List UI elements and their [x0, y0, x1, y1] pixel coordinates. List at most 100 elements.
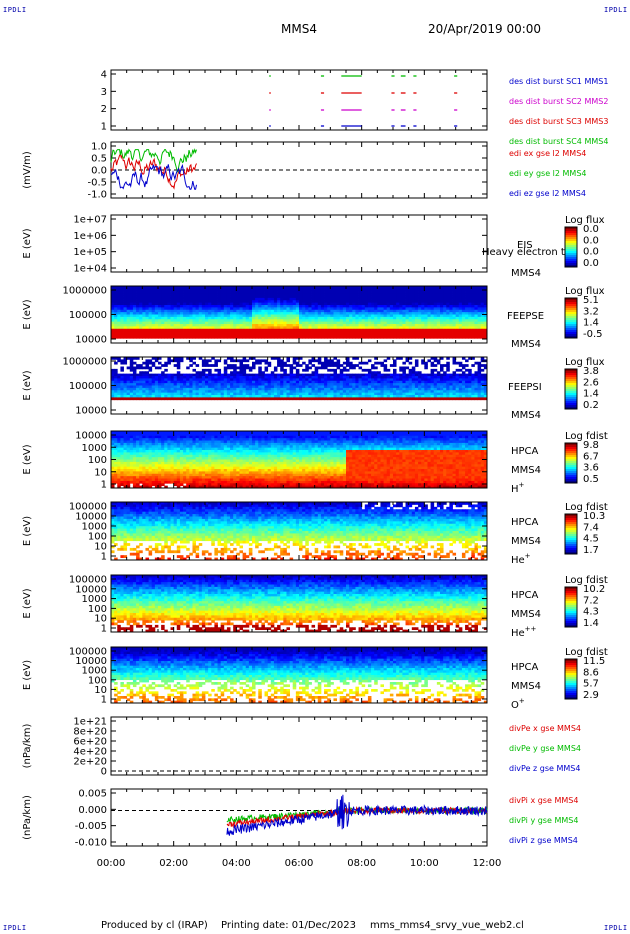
feeps-e-cell [221, 300, 225, 303]
feeps-e-cell [218, 334, 222, 337]
feeps-e-cell [142, 305, 146, 308]
feeps-i-cell [120, 381, 124, 384]
feeps-i-cell [456, 369, 460, 372]
feeps-e-cell [218, 293, 222, 296]
feeps-e-cell [443, 293, 447, 296]
eis-side-label: Heavy electron ts [482, 247, 570, 258]
feeps-e-cell [249, 307, 253, 310]
feeps-e-cell [462, 317, 466, 320]
feeps-i-cell [155, 397, 159, 400]
feeps-e-cell [164, 298, 168, 301]
feeps-e-cell [312, 291, 316, 294]
feeps-e-cell [205, 298, 209, 301]
feeps-i-cell [368, 397, 372, 400]
feeps-i-cell [343, 388, 347, 391]
feeps-i-cell [368, 388, 372, 391]
feeps-e-cell [283, 336, 287, 339]
feeps-i-cell [249, 390, 253, 393]
feeps-i-cell [431, 378, 435, 381]
hpca-h-cell [124, 469, 128, 472]
feeps-e-cell [474, 312, 478, 315]
feeps-e-cell [177, 331, 181, 334]
feeps-e-cell [434, 291, 438, 294]
feeps-i-cell [346, 386, 350, 389]
hpca-h-cell [124, 450, 128, 453]
feeps-e-cell [337, 298, 341, 301]
feeps-i-cell [368, 369, 372, 372]
feeps-i-cell [130, 359, 134, 362]
feeps-i-cell [142, 395, 146, 398]
feeps-e-cell [208, 326, 212, 329]
feeps-i-cell [465, 390, 469, 393]
feeps-e-cell [239, 336, 243, 339]
feeps-i-cell [164, 383, 168, 386]
hpca-h-cell [133, 433, 137, 436]
feeps-e-cell [453, 317, 457, 320]
feeps-i-cell [196, 393, 200, 396]
feeps-i-cell [459, 381, 463, 384]
feeps-e-cell [418, 319, 422, 322]
feeps-i-cell [296, 386, 300, 389]
feeps-e-cell [343, 322, 347, 325]
feeps-e-cell [258, 293, 262, 296]
feeps-e-cell [171, 331, 175, 334]
feeps-i-cell [471, 381, 475, 384]
feeps-e-cell [189, 336, 193, 339]
feeps-e-cell [192, 319, 196, 322]
feeps-e-cell [183, 317, 187, 320]
feeps-e-cell [233, 291, 237, 294]
feeps-e-cell [139, 329, 143, 332]
feeps-e-cell [271, 288, 275, 291]
feeps-i-cell [296, 381, 300, 384]
feeps-i-cell [293, 362, 297, 365]
feeps-i-cell [365, 386, 369, 389]
feeps-e-cell [249, 310, 253, 313]
feeps-e-cell [337, 300, 341, 303]
feeps-e-cell [346, 305, 350, 308]
hpca-h-cell [133, 479, 137, 482]
feeps-i-cell [440, 386, 444, 389]
feeps-i-cell [371, 390, 375, 393]
feeps-i-cell [468, 388, 472, 391]
feeps-e-cell [305, 317, 309, 320]
feeps-e-cell [412, 298, 416, 301]
feeps-i-cell [330, 390, 334, 393]
feeps-e-cell [440, 317, 444, 320]
feeps-i-cell [333, 388, 337, 391]
feeps-e-cell [124, 329, 128, 332]
feeps-i-cell [283, 388, 287, 391]
feeps-i-cell [233, 364, 237, 367]
feeps-e-cell [236, 291, 240, 294]
feeps-e-cell [155, 291, 159, 294]
feeps-i-cell [437, 395, 441, 398]
hpca-h-cell [120, 448, 124, 451]
feeps-e-cell [453, 300, 457, 303]
feeps-i-cell [208, 376, 212, 379]
feeps-i-cell [180, 393, 184, 396]
feeps-i-cell [277, 386, 281, 389]
feeps-e-cell [133, 324, 137, 327]
feeps-i-cell [268, 362, 272, 365]
feeps-e-cell [211, 322, 215, 325]
feeps-e-cell [412, 331, 416, 334]
hpca-h-cell [124, 436, 128, 439]
feeps-i-cell [412, 369, 416, 372]
feeps-e-cell [318, 303, 322, 306]
feeps-i-cell [321, 397, 325, 400]
feeps-e-cell [349, 312, 353, 315]
feeps-i-cell [446, 376, 450, 379]
feeps-i-cell [221, 395, 225, 398]
feeps-e-cell [365, 310, 369, 313]
hpca-h-cell [117, 467, 121, 470]
feeps-e-cell [214, 305, 218, 308]
feeps-e-cell [192, 296, 196, 299]
feeps-i-cell [305, 364, 309, 367]
feeps-i-cell [337, 381, 341, 384]
feeps-i-cell [446, 388, 450, 391]
feeps-e-cell [271, 319, 275, 322]
feeps-e-cell [114, 310, 118, 313]
hpca-h-cell [127, 464, 131, 467]
feeps-e-cell [365, 317, 369, 320]
feeps-e-cell [390, 293, 394, 296]
feeps-e-cell [243, 334, 247, 337]
